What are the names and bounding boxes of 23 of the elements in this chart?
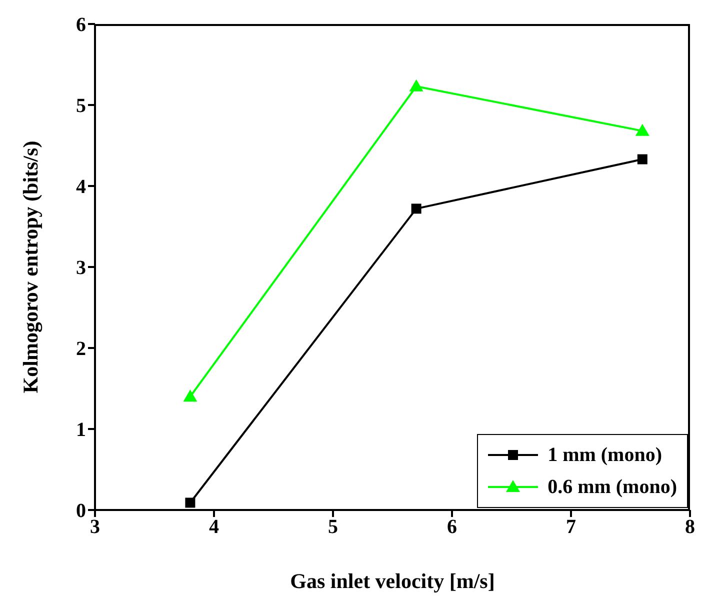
x-tick-label: 6 — [447, 516, 457, 538]
y-tick-label: 5 — [76, 95, 86, 118]
point — [183, 390, 198, 402]
point — [409, 79, 424, 92]
point — [637, 154, 648, 164]
y-tick-label: 0 — [76, 500, 86, 522]
x-tick-label: 5 — [328, 516, 338, 538]
y-tick-label: 2 — [76, 338, 86, 360]
x-axis-title: Gas inlet velocity [m/s] — [290, 569, 495, 593]
x-tick-label: 4 — [209, 516, 219, 538]
y-axis-title: Kolmogorov entropy (bits/s) — [18, 140, 42, 394]
point — [411, 204, 422, 214]
y-tick-label: 6 — [76, 14, 86, 36]
y-tick-label: 4 — [76, 176, 86, 198]
point — [635, 124, 650, 136]
legend-label: 1 mm (mono) — [548, 444, 662, 466]
y-tick-label: 1 — [76, 419, 86, 442]
point — [185, 498, 196, 508]
legend-label: 0.6 mm (mono) — [548, 476, 677, 498]
x-tick-label: 7 — [566, 516, 576, 538]
x-tick-label: 8 — [685, 516, 695, 538]
y-tick-label: 3 — [76, 257, 86, 280]
x-tick-label: 3 — [90, 516, 100, 538]
